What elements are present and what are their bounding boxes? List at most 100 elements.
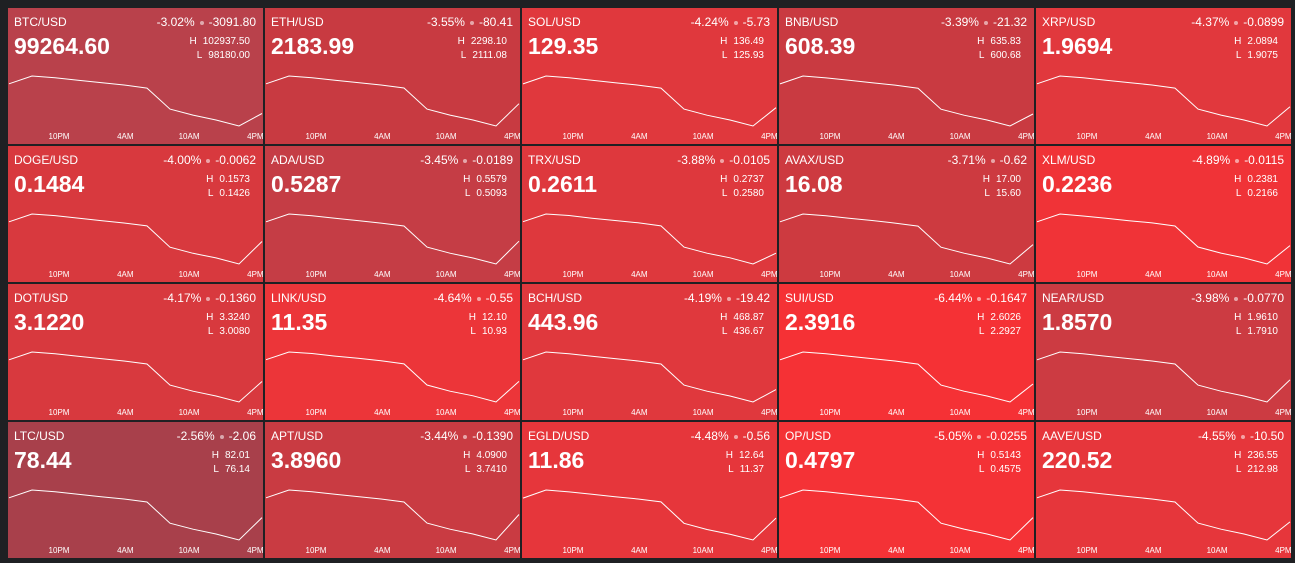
high-value: 2.6026 [990,312,1021,323]
low-label: L [721,326,728,337]
change-percent: -4.37% [1191,15,1230,29]
change-percent: -2.56% [176,429,215,443]
time-label: 10PM [48,408,70,417]
high: H 1.9610 [1234,312,1284,323]
sparkline [522,489,777,541]
ticker-tile: LINK/USD 11.35 -4.64% -0.55 H 12.10 L 10.93 10PM… [265,284,520,420]
time-label: 10PM [1076,270,1098,279]
low-label: L [721,188,728,199]
change-value: -21.32 [992,15,1027,29]
high: H 2.6026 [977,312,1027,323]
ticker-tile: SOL/USD 129.35 -4.24% -5.73 H 136.49 L 125.93 10… [522,8,777,144]
low-value: 1.9075 [1247,50,1278,61]
separator [463,434,468,439]
time-label: 10PM [1076,546,1098,555]
separator [1240,434,1245,439]
high: H 82.01 [212,450,256,461]
time-label: 10PM [819,408,841,417]
time-label: 4PM [504,546,520,555]
high-value: 12.10 [481,312,507,323]
high-label: H [977,36,985,47]
time-label: 10AM [692,132,714,141]
high-label: H [463,450,471,461]
symbol: AAVE/USD [1042,429,1102,443]
change-percent: -4.89% [1192,153,1231,167]
low: L 2.2927 [979,326,1027,337]
change-value: -0.55 [485,291,513,305]
separator [990,158,995,163]
change: -3.02% -3091.80 [157,15,256,29]
change: -6.44% -0.1647 [934,291,1027,305]
low-value: 0.4575 [990,464,1021,475]
time-label: 4AM [631,546,648,555]
time-label: 4PM [1275,132,1291,141]
change: -3.98% -0.0770 [1191,291,1284,305]
ticker-tile: BNB/USD 608.39 -3.39% -21.32 H 635.83 L 600.68 1… [779,8,1034,144]
change: -4.89% -0.0115 [1192,153,1284,167]
time-label: 4PM [247,132,263,141]
low: L 15.60 [984,188,1027,199]
low-label: L [207,326,214,337]
sparkline [779,489,1034,541]
high: H 4.0900 [463,450,513,461]
high-label: H [977,450,985,461]
ticker-tile: TRX/USD 0.2611 -3.88% -0.0105 H 0.2737 L 0.2580… [522,146,777,282]
low: L 212.98 [1236,464,1284,475]
high-value: 635.83 [990,36,1021,47]
change-value: -0.0189 [472,153,513,167]
high-value: 82.01 [224,450,250,461]
high: H 3.3240 [206,312,256,323]
separator [463,158,468,163]
low: L 2111.08 [461,50,513,61]
low-value: 1.7910 [1247,326,1278,337]
high-value: 0.5579 [476,174,507,185]
high-label: H [720,36,728,47]
separator [1235,158,1240,163]
symbol: NEAR/USD [1042,291,1105,305]
high-label: H [206,312,214,323]
ticker-tile: SUI/USD 2.3916 -6.44% -0.1647 H 2.6026 L 2.2927… [779,284,1034,420]
separator [219,434,224,439]
low-value: 98180.00 [208,50,250,61]
low-value: 0.2166 [1247,188,1278,199]
change: -2.56% -2.06 [177,429,256,443]
time-label: 10AM [1206,408,1228,417]
symbol: BNB/USD [785,15,839,29]
time-label: 4AM [631,132,648,141]
separator [733,20,738,25]
time-label: 10PM [819,132,841,141]
time-label: 10AM [692,546,714,555]
change-value: -0.0115 [1244,153,1284,167]
time-label: 10PM [305,270,327,279]
high: H 236.55 [1234,450,1284,461]
high-label: H [725,450,733,461]
low-value: 3.0080 [219,326,250,337]
time-label: 10PM [819,546,841,555]
time-label: 4AM [1145,546,1162,555]
symbol: APT/USD [271,429,324,443]
sparkline [1036,351,1291,403]
high-label: H [977,312,985,323]
time-label: 4AM [1145,132,1162,141]
time-label: 10PM [1076,408,1098,417]
price: 1.9694 [1042,33,1113,59]
time-label: 10AM [435,270,457,279]
ticker-tile: APT/USD 3.8960 -3.44% -0.1390 H 4.0900 L 3.7410… [265,422,520,558]
separator [977,296,982,301]
change-value: -0.0255 [986,429,1027,443]
change-value: -80.41 [478,15,513,29]
change-percent: -4.17% [163,291,202,305]
high: H 0.2737 [720,174,770,185]
symbol: ADA/USD [271,153,325,167]
time-label: 10AM [178,270,200,279]
change-percent: -6.44% [934,291,973,305]
change-value: -2.06 [228,429,256,443]
change: -4.24% -5.73 [691,15,770,29]
time-label: 4AM [117,546,134,555]
change: -3.44% -0.1390 [420,429,513,443]
high-label: H [457,36,465,47]
high-label: H [1234,36,1242,47]
time-label: 4AM [888,546,905,555]
low-value: 600.68 [990,50,1021,61]
